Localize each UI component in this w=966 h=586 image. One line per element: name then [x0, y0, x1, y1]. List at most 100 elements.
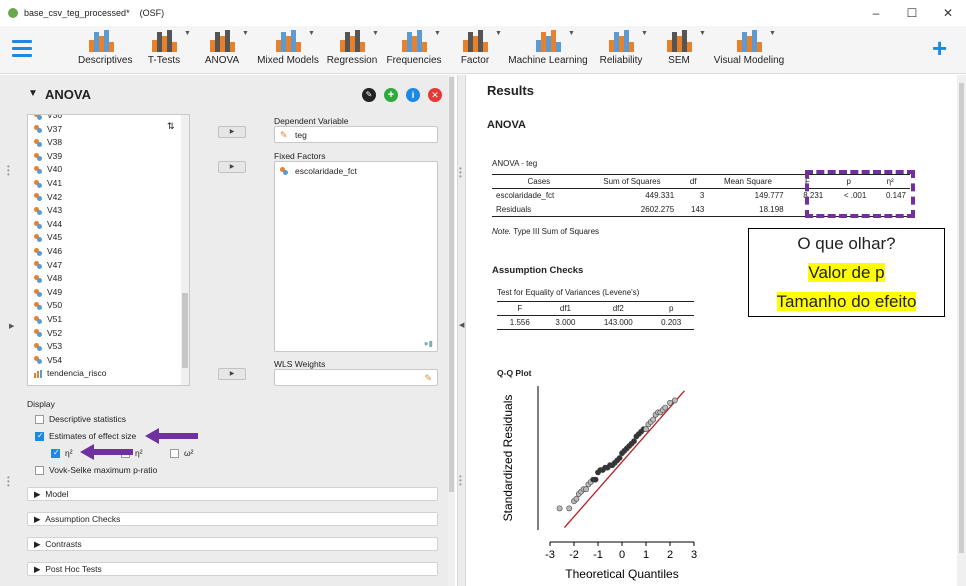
- maximize-button[interactable]: ☐: [906, 6, 918, 20]
- descriptive-statistics-checkbox[interactable]: Descriptive statistics: [35, 414, 126, 424]
- close-window-button[interactable]: ✕: [942, 6, 954, 20]
- fixed-factors-field[interactable]: escolaridade_fct ●▮: [274, 161, 438, 352]
- column-header: Mean Square: [723, 177, 772, 186]
- toolbar-regression-button[interactable]: ▼ Regression: [320, 28, 384, 66]
- toolbar-frequencies-button[interactable]: ▼ Frequencies: [380, 28, 448, 66]
- minimize-button[interactable]: –: [872, 6, 880, 20]
- nominal-variable-icon: [34, 342, 43, 351]
- remove-analysis-icon[interactable]: ✕: [428, 88, 442, 102]
- variable-label: V50: [47, 300, 63, 311]
- column-header: F: [517, 304, 523, 313]
- column-header: df1: [559, 304, 571, 313]
- variable-list[interactable]: V36 V37 V38 V39 V40 V41 V42 V43 V44 V45 V46 V47 V48 V…: [27, 114, 190, 386]
- toolbar-factor-button[interactable]: ▼ Factor: [452, 28, 502, 66]
- info-icon[interactable]: i: [406, 88, 420, 102]
- list-item[interactable]: V36: [28, 115, 189, 123]
- list-item[interactable]: V40: [28, 163, 189, 177]
- list-item[interactable]: V42: [28, 191, 189, 205]
- list-item[interactable]: V45: [28, 231, 189, 245]
- list-item[interactable]: V50: [28, 299, 189, 313]
- edit-title-icon[interactable]: ✎: [362, 88, 376, 102]
- sort-icon[interactable]: ⇅: [167, 121, 175, 131]
- expand-left-icon[interactable]: ▶: [9, 323, 15, 330]
- assign-wls-button[interactable]: ▶: [218, 368, 246, 380]
- dropdown-arrow-icon[interactable]: ▼: [641, 30, 648, 37]
- nominal-variable-icon: [34, 193, 43, 202]
- table-cell: 0.147: [885, 191, 906, 201]
- list-item[interactable]: V46: [28, 245, 189, 259]
- toolbar-label: Descriptives: [78, 55, 133, 66]
- variable-label: V43: [47, 205, 63, 216]
- section-contrasts[interactable]: ▶ Contrasts: [27, 537, 438, 551]
- toolbar-visual-modeling-button[interactable]: ▼ Visual Modeling: [708, 28, 790, 66]
- table-note: Note. Type III Sum of Squares: [492, 227, 600, 236]
- wls-weights-field[interactable]: ✎: [274, 369, 438, 386]
- duplicate-analysis-icon[interactable]: +: [384, 88, 398, 102]
- results-scrollbar[interactable]: [957, 75, 966, 586]
- list-item[interactable]: V51: [28, 313, 189, 327]
- toolbar-sem-button[interactable]: ▼ SEM: [656, 28, 706, 66]
- list-item[interactable]: V48: [28, 272, 189, 286]
- toolbar-machine-learning-button[interactable]: ▼ Machine Learning: [502, 28, 594, 66]
- list-item[interactable]: V52: [28, 327, 189, 341]
- dropdown-arrow-icon[interactable]: ▼: [495, 30, 502, 37]
- omega-squared-checkbox[interactable]: ω²: [170, 448, 193, 458]
- table-cell: 3: [699, 191, 705, 201]
- toolbar-reliability-button[interactable]: ▼ Reliability: [590, 28, 652, 66]
- dropdown-arrow-icon[interactable]: ▼: [308, 30, 315, 37]
- assign-fixed-factor-button[interactable]: ▶: [218, 161, 246, 173]
- results-panel: Results ANOVA ANOVA - teg Note. Type III…: [474, 75, 957, 586]
- list-item[interactable]: V47: [28, 259, 189, 273]
- drag-handle-icon[interactable]: • • •: [7, 162, 10, 179]
- dropdown-arrow-icon[interactable]: ▼: [699, 30, 706, 37]
- dropdown-arrow-icon[interactable]: ▼: [372, 30, 379, 37]
- anova-table-title: ANOVA - teg: [492, 159, 538, 168]
- collapse-triangle-icon[interactable]: ▼: [28, 88, 38, 99]
- column-header: Cases: [527, 177, 551, 186]
- toolbar-t-tests-button[interactable]: ▼ T-Tests: [136, 28, 192, 66]
- section-assumption-checks[interactable]: ▶ Assumption Checks: [27, 512, 438, 526]
- table-cell: escolaridade_fct: [496, 191, 555, 201]
- drag-handle-icon[interactable]: • • •: [7, 473, 10, 490]
- eta-squared-checkbox[interactable]: η²: [51, 448, 73, 458]
- list-item[interactable]: V41: [28, 177, 189, 191]
- nominal-variable-icon: [34, 234, 43, 243]
- list-item[interactable]: V39: [28, 150, 189, 164]
- panel-splitter[interactable]: • • • ◀ • • •: [457, 75, 466, 586]
- list-item[interactable]: tendencia_risco: [28, 367, 189, 381]
- table-cell: 143.000: [603, 318, 633, 327]
- toolbar-label: SEM: [668, 55, 690, 66]
- list-item[interactable]: V37: [28, 123, 189, 137]
- vovk-selke-checkbox[interactable]: Vovk-Selke maximum p-ratio: [35, 465, 157, 475]
- data-point: [671, 397, 678, 404]
- list-item[interactable]: V44: [28, 218, 189, 232]
- dependent-value: teg: [295, 130, 307, 140]
- toolbar-anova-button[interactable]: ▼ ANOVA: [198, 28, 249, 66]
- dropdown-arrow-icon[interactable]: ▼: [434, 30, 441, 37]
- dropdown-arrow-icon[interactable]: ▼: [184, 30, 191, 37]
- list-item[interactable]: V54: [28, 354, 189, 368]
- effect-size-checkbox[interactable]: Estimates of effect size: [35, 431, 136, 441]
- section-post-hoc[interactable]: ▶ Post Hoc Tests: [27, 562, 438, 576]
- app-logo-icon: [8, 8, 18, 18]
- menu-hamburger-icon[interactable]: [12, 40, 32, 58]
- list-item[interactable]: V49: [28, 286, 189, 300]
- list-item[interactable]: V53: [28, 340, 189, 354]
- list-item[interactable]: V43: [28, 204, 189, 218]
- options-scrollbar[interactable]: [448, 75, 455, 586]
- data-point: [592, 476, 599, 483]
- toolbar-descriptives-button[interactable]: Descriptives: [78, 28, 133, 66]
- variable-label: V38: [47, 137, 63, 148]
- dropdown-arrow-icon[interactable]: ▼: [769, 30, 776, 37]
- toolbar-mixed-models-button[interactable]: ▼ Mixed Models: [250, 28, 326, 66]
- assign-dependent-button[interactable]: ▶: [218, 126, 246, 138]
- section-model[interactable]: ▶ Model: [27, 487, 438, 501]
- dropdown-arrow-icon[interactable]: ▼: [568, 30, 575, 37]
- add-module-icon[interactable]: +: [932, 33, 948, 63]
- dependent-variable-field[interactable]: ✎ teg: [274, 126, 438, 143]
- list-item[interactable]: V38: [28, 136, 189, 150]
- reference-line: [563, 390, 685, 529]
- dropdown-arrow-icon[interactable]: ▼: [242, 30, 249, 37]
- variable-list-scrollbar[interactable]: [181, 115, 189, 385]
